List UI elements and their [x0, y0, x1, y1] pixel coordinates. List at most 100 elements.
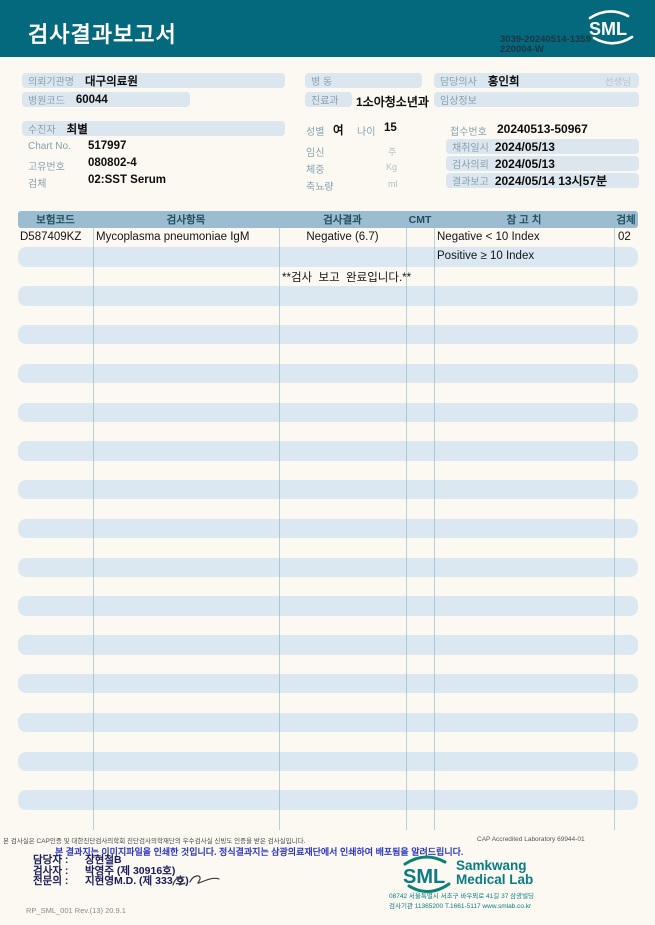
table-empty-row: [18, 790, 638, 810]
report-header-banner: 검사결과보고서 3039-20240514-1359 220004-W SML: [0, 0, 655, 57]
cap-accredited-label: CAP Accredited Laboratory 69944-01: [477, 836, 585, 843]
staff-name: 장현철B: [85, 854, 122, 866]
sml-logo-icon: SML: [580, 9, 638, 50]
uid-value: 080802-4: [88, 157, 137, 169]
col-header-result: 검사결과: [323, 214, 362, 226]
document-number: 3039-20240514-1359 220004-W: [500, 35, 591, 55]
department-value: 1소아청소년과: [356, 95, 429, 109]
field-patient-name: 수진자 최별: [22, 121, 285, 136]
specimen-label: 검체: [28, 179, 47, 190]
table-empty-row: [18, 673, 638, 694]
weight-label: 체중: [306, 165, 325, 176]
urine-volume-label: 축뇨량: [306, 182, 334, 193]
staff-row-manager: 담당자 : 장현철B: [33, 855, 189, 866]
field-value: 2024/05/13: [494, 139, 555, 154]
results-table-body: D587409KZ Mycoplasma pneumoniae IgM Nega…: [18, 228, 638, 830]
table-empty-row: [18, 441, 638, 461]
cap-statement: 본 검사실은 CAP인증 및 대한진단검사의학회 진단검사의학재단의 우수검사실…: [3, 838, 306, 845]
age-label: 나이: [357, 127, 376, 138]
chart-no-label: Chart No.: [28, 141, 71, 152]
cell-result: Negative (6.7): [306, 230, 379, 243]
table-empty-row: [18, 324, 638, 345]
urine-volume-unit: ml: [388, 179, 398, 189]
field-ward: 병 동: [305, 73, 422, 88]
cell-specimen: 02: [618, 230, 631, 243]
col-header-cmt: CMT: [408, 213, 432, 226]
signature-icon: [170, 872, 222, 897]
field-attending-doctor: 담당의사 홍인희 선생님: [434, 73, 639, 88]
table-row-result: D587409KZ Mycoplasma pneumoniae IgM Nega…: [18, 228, 638, 247]
field-value: 홍인희: [487, 75, 520, 88]
field-label: 병 동: [311, 77, 333, 88]
field-collected-datetime: 채취일시 2024/05/13: [446, 139, 639, 154]
table-row-reference-cont: Positive ≥ 10 Index: [18, 247, 638, 267]
table-empty-row: [18, 344, 638, 363]
table-empty-row: [18, 751, 638, 771]
table-empty-row: [18, 655, 638, 674]
table-empty-row: [18, 635, 638, 655]
field-label: 담당의사: [440, 77, 477, 88]
field-label: 병원코드: [28, 96, 65, 107]
pregnancy-unit: 주: [388, 147, 397, 157]
col-header-insurance-code: 보험코드: [36, 214, 75, 226]
sml-logo-text: SML: [589, 19, 627, 39]
table-empty-row: [18, 616, 638, 635]
table-empty-row: [18, 577, 638, 596]
field-label: 결과보고: [452, 177, 489, 188]
pregnancy-label: 임신: [306, 148, 325, 159]
staff-row-examiner: 검사자 : 박영주 (제 30916호): [33, 864, 189, 877]
sml-logo-bottom-icon: SML: [395, 854, 455, 899]
field-value: 2024/05/14 13시57분: [494, 174, 607, 188]
lab-address: 08742 서울특별시 서초구 바우뫼로 41길 37 삼광빌딩: [389, 893, 535, 900]
table-empty-row: [18, 771, 638, 790]
lab-name-line1: Samkwang: [456, 858, 527, 873]
table-empty-row: [18, 538, 638, 557]
field-value: 60044: [75, 93, 108, 106]
field-label: 진료과: [311, 96, 339, 107]
table-empty-row: [18, 518, 638, 539]
sex-value: 여: [333, 125, 344, 137]
staff-block: 담당자 : 장현철B 검사자 : 박영주 (제 30916호) 전문의 : 지현…: [33, 855, 189, 887]
table-empty-row: [18, 306, 638, 325]
staff-label: 전문의 :: [33, 875, 69, 887]
field-label: 의뢰기관명: [28, 77, 74, 88]
table-empty-row: [18, 693, 638, 712]
cell-insurance-code: D587409KZ: [20, 230, 82, 243]
field-clinical-info: 임상정보: [434, 92, 639, 107]
cell-completion-message: **검사 보고 완료입니다.**: [282, 272, 412, 285]
weight-unit: Kg: [386, 162, 398, 172]
specimen-value: 02:SST Serum: [88, 174, 166, 186]
doctor-honorific: 선생님: [604, 76, 631, 88]
sex-label: 성별: [306, 127, 325, 138]
table-row-completion-message: **검사 보고 완료입니다.**: [18, 267, 638, 286]
document-number-line2: 220004-W: [500, 44, 544, 55]
field-value: 2024/05/13: [494, 156, 555, 171]
staff-label: 담당자 :: [33, 854, 69, 866]
staff-name: 박영주 (제 30916호): [85, 864, 176, 877]
field-department: 진료과: [305, 92, 352, 107]
table-empty-row: [18, 712, 638, 733]
table-empty-row: [18, 480, 638, 500]
receipt-no-value: 20240513-50967: [497, 122, 588, 136]
table-empty-row: [18, 461, 638, 480]
table-empty-row: [18, 596, 638, 616]
document-number-line1: 3039-20240514-1359: [500, 34, 591, 45]
field-value: 대구의료원: [85, 75, 138, 88]
field-label: 수진자: [28, 125, 56, 136]
cell-test-item: Mycoplasma pneumoniae IgM: [96, 230, 250, 243]
table-empty-row: [18, 732, 638, 751]
col-header-specimen: 검체: [616, 214, 636, 226]
cell-reference: Positive ≥ 10 Index: [437, 249, 535, 262]
lab-contact: 검사기관 11365200 T.1661-5117 www.smlab.co.k…: [389, 903, 532, 910]
results-table-header: 보험코드 검사항목 검사결과 CMT 참 고 치 검체: [18, 211, 638, 228]
form-number: RP_SML_001 Rev.(13) 20.9.1: [26, 906, 126, 915]
field-label: 임상정보: [440, 96, 477, 107]
field-value: 최별: [66, 123, 88, 136]
col-header-reference: 참 고 치: [506, 214, 542, 226]
lab-name-line2: Medical Lab: [456, 871, 534, 887]
table-empty-row: [18, 383, 638, 402]
staff-label: 검사자 :: [33, 864, 69, 877]
table-empty-row: [18, 286, 638, 306]
table-empty-row: [18, 363, 638, 384]
